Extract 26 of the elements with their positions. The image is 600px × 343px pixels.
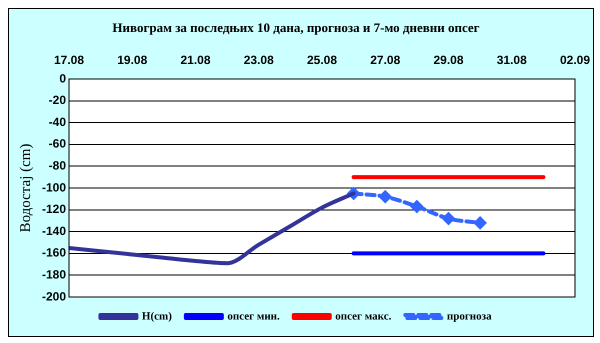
x-tick-label: 17.08 xyxy=(54,53,84,68)
x-tick-label: 27.08 xyxy=(370,53,401,68)
y-tick-label: 0 xyxy=(59,71,66,86)
legend-label: опсег мин. xyxy=(227,310,280,322)
y-tick-label: -20 xyxy=(48,93,66,108)
legend-label: H(cm) xyxy=(142,310,172,322)
y-tick-label: -120 xyxy=(42,202,66,216)
x-tick-label: 21.08 xyxy=(180,53,211,68)
y-tick-label: -80 xyxy=(48,158,66,173)
x-tick-label: 02.09 xyxy=(560,53,590,68)
legend-label: прогноза xyxy=(446,310,492,322)
y-tick-label: -100 xyxy=(42,180,66,194)
x-tick-label: 25.08 xyxy=(306,53,338,68)
x-tick-label: 29.08 xyxy=(433,53,464,68)
y-tick-label: -60 xyxy=(48,136,66,151)
chart-title: Нивограм за последњих 10 дана, прогноза и 7-мо дневни опсег xyxy=(112,20,480,36)
y-tick-label: -140 xyxy=(42,224,66,238)
x-tick-label: 19.08 xyxy=(117,53,148,68)
legend-label: опсег макс. xyxy=(335,310,392,322)
y-tick-label: -200 xyxy=(42,289,66,304)
y-tick-label: -160 xyxy=(42,246,66,260)
x-tick-label: 23.08 xyxy=(244,53,274,68)
y-tick-label: -180 xyxy=(42,268,66,282)
x-tick-label: 31.08 xyxy=(496,53,528,68)
y-axis-title: Водостај (cm) xyxy=(18,144,34,232)
y-tick-label: -40 xyxy=(48,114,66,129)
